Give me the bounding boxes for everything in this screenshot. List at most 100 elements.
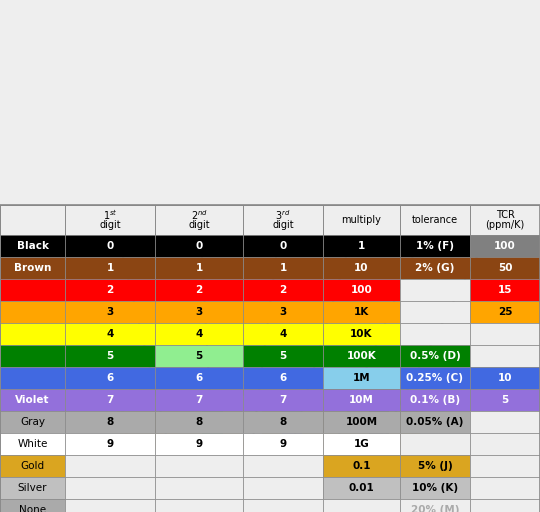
Text: 7: 7 (195, 395, 202, 405)
Text: Yellow: Yellow (16, 329, 49, 339)
Text: 6: 6 (106, 373, 113, 383)
Text: 9: 9 (106, 439, 113, 449)
Text: 5: 5 (501, 395, 509, 405)
Bar (243, 455, 323, 477)
Bar (0, 499, 65, 512)
Bar (400, 301, 470, 323)
Bar (323, 301, 400, 323)
Bar (158, 391, 178, 443)
Bar (470, 367, 540, 389)
Bar (243, 367, 323, 389)
Text: 0.1% (B): 0.1% (B) (410, 395, 460, 405)
Text: 20% (M): 20% (M) (411, 505, 459, 512)
Bar (323, 455, 400, 477)
Bar (155, 455, 243, 477)
Bar (470, 433, 540, 455)
Bar (323, 323, 400, 345)
Bar (243, 433, 323, 455)
Text: Red: Red (22, 285, 43, 295)
Text: Gray: Gray (20, 417, 45, 427)
Bar (155, 279, 243, 301)
Bar (155, 389, 243, 411)
Bar (0, 455, 65, 477)
Bar (243, 301, 323, 323)
Bar (243, 323, 323, 345)
Text: 3: 3 (195, 307, 202, 317)
Bar (155, 477, 243, 499)
Bar (470, 411, 540, 433)
Bar (155, 345, 243, 367)
Text: 10M: 10M (349, 395, 374, 405)
Bar (243, 389, 323, 411)
Bar (470, 477, 540, 499)
Bar (65, 433, 155, 455)
Text: 50: 50 (498, 263, 512, 273)
Bar (65, 323, 155, 345)
Text: 10: 10 (498, 373, 512, 383)
Text: 4: 4 (106, 329, 114, 339)
Bar (323, 477, 400, 499)
Text: Silver: Silver (18, 483, 48, 493)
Text: Gold: Gold (21, 461, 45, 471)
Text: 3: 3 (279, 307, 287, 317)
Text: 100: 100 (350, 285, 373, 295)
Text: 7: 7 (106, 395, 114, 405)
Bar (0, 205, 540, 235)
Text: 0: 0 (195, 241, 202, 251)
Bar (282, 391, 302, 443)
Bar (323, 235, 400, 257)
Bar (400, 477, 470, 499)
Text: digit: digit (272, 220, 294, 230)
Text: 4: 4 (279, 329, 287, 339)
Text: (ppm/K): (ppm/K) (485, 220, 525, 230)
Bar (323, 367, 400, 389)
Text: 1$^{st}$: 1$^{st}$ (103, 208, 117, 222)
Text: digit: digit (188, 220, 210, 230)
Bar (155, 367, 243, 389)
Text: 6: 6 (195, 373, 202, 383)
Bar (65, 477, 155, 499)
Text: digit: digit (99, 220, 121, 230)
Bar (470, 301, 540, 323)
Text: 4: 4 (195, 329, 202, 339)
Text: Orange: Orange (14, 307, 52, 317)
Bar (470, 499, 540, 512)
Bar (65, 411, 155, 433)
Bar (65, 389, 155, 411)
Text: 1% (F): 1% (F) (416, 241, 454, 251)
Bar (323, 433, 400, 455)
Bar (155, 257, 243, 279)
Bar (400, 433, 470, 455)
Text: 1M: 1M (353, 373, 370, 383)
Text: 0: 0 (106, 241, 113, 251)
Text: 0.5% (D): 0.5% (D) (410, 351, 461, 361)
Text: 5% (J): 5% (J) (417, 461, 453, 471)
Bar (242, 391, 262, 443)
Bar (155, 323, 243, 345)
Text: 1: 1 (358, 241, 365, 251)
Bar (0, 235, 65, 257)
Bar (323, 411, 400, 433)
Bar (470, 389, 540, 411)
Bar (243, 279, 323, 301)
Bar (369, 391, 389, 443)
Text: 5: 5 (279, 351, 287, 361)
Bar (470, 345, 540, 367)
Bar (400, 367, 470, 389)
Bar (0, 477, 65, 499)
Bar (0, 411, 65, 433)
Bar (470, 235, 540, 257)
Bar (323, 345, 400, 367)
Text: Black: Black (17, 241, 49, 251)
Bar (155, 411, 243, 433)
Text: 7: 7 (279, 395, 287, 405)
Text: 15: 15 (498, 285, 512, 295)
Text: 100: 100 (494, 241, 516, 251)
Text: Blue: Blue (19, 373, 45, 383)
Text: 2$^{nd}$: 2$^{nd}$ (191, 208, 207, 222)
Bar (65, 499, 155, 512)
Text: 8: 8 (279, 417, 287, 427)
Bar (325, 391, 345, 443)
Text: TCR: TCR (496, 210, 515, 220)
Bar (243, 499, 323, 512)
